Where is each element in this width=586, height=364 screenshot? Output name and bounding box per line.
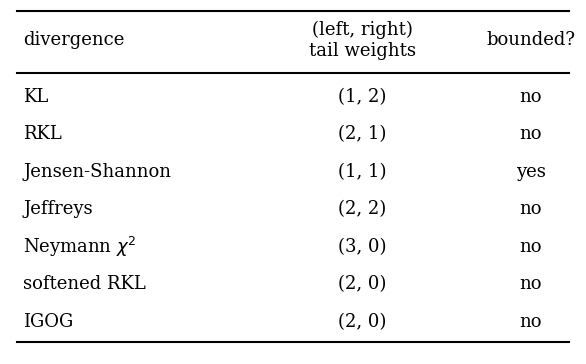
Text: (3, 0): (3, 0) — [338, 238, 387, 256]
Text: (1, 2): (1, 2) — [338, 88, 387, 106]
Text: (2, 2): (2, 2) — [339, 200, 387, 218]
Text: no: no — [520, 88, 542, 106]
Text: (2, 0): (2, 0) — [338, 275, 387, 293]
Text: softened RKL: softened RKL — [23, 275, 146, 293]
Text: Jensen-Shannon: Jensen-Shannon — [23, 163, 171, 181]
Text: Jeffreys: Jeffreys — [23, 200, 93, 218]
Text: no: no — [520, 275, 542, 293]
Text: IGOG: IGOG — [23, 313, 73, 331]
Text: (2, 1): (2, 1) — [338, 126, 387, 143]
Text: no: no — [520, 238, 542, 256]
Text: no: no — [520, 313, 542, 331]
Text: no: no — [520, 200, 542, 218]
Text: divergence: divergence — [23, 31, 125, 49]
Text: RKL: RKL — [23, 126, 62, 143]
Text: (2, 0): (2, 0) — [338, 313, 387, 331]
Text: KL: KL — [23, 88, 49, 106]
Text: (left, right)
tail weights: (left, right) tail weights — [309, 20, 416, 60]
Text: Neymann $\chi^2$: Neymann $\chi^2$ — [23, 235, 137, 259]
Text: no: no — [520, 126, 542, 143]
Text: (1, 1): (1, 1) — [338, 163, 387, 181]
Text: yes: yes — [516, 163, 546, 181]
Text: bounded?: bounded? — [486, 31, 575, 49]
